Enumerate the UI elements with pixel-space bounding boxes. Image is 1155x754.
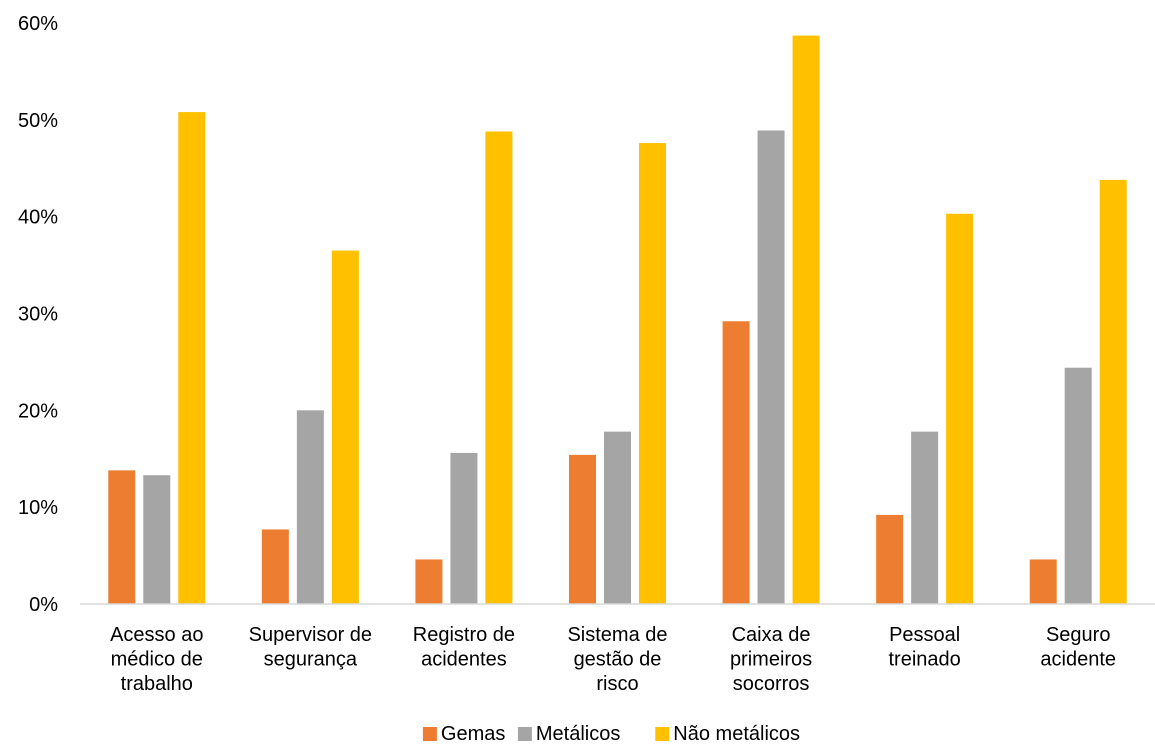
legend-swatch: [517, 727, 532, 741]
bar-n-o-met-licos: [485, 131, 513, 604]
bar-met-licos: [604, 431, 631, 604]
bar-gemas: [569, 454, 596, 604]
bar-gemas: [261, 529, 289, 604]
x-category-label: Caixa de primeiros socorros: [730, 624, 812, 695]
bars-group: [108, 35, 1127, 605]
legend-item-n-o-met-licos: Não metálicos: [655, 723, 800, 745]
bar-met-licos: [450, 452, 478, 604]
y-axis-tick-labels: 0% 10% 20% 30% 40% 50% 60%: [18, 13, 58, 616]
legend-swatch: [655, 727, 670, 741]
bar-met-licos: [1064, 367, 1092, 604]
bar-n-o-met-licos: [792, 35, 820, 605]
x-category-label: Sistema de gestão de risco: [567, 624, 667, 695]
x-axis-category-labels: Acesso ao médico de trabalho Supervisor de s…: [110, 624, 1116, 695]
y-tick-label: 30%: [18, 304, 58, 326]
y-tick-label: 60%: [18, 13, 58, 35]
x-category-label: Acesso ao médico de trabalho: [110, 624, 203, 695]
bar-gemas: [876, 514, 904, 604]
y-tick-label: 10%: [18, 497, 58, 519]
bar-n-o-met-licos: [946, 213, 974, 605]
x-category-label: Pessoal treinado: [889, 624, 961, 671]
bar-n-o-met-licos: [331, 250, 359, 604]
bar-met-licos: [757, 130, 785, 605]
legend-item-gemas: Gemas: [422, 723, 505, 745]
bar-gemas: [415, 559, 443, 604]
bar-gemas: [722, 321, 750, 604]
y-tick-label: 50%: [18, 110, 58, 132]
legend-label: Metálicos: [536, 723, 620, 745]
x-category-label: Registro de acidentes: [413, 624, 515, 671]
bar-n-o-met-licos: [1099, 179, 1127, 604]
x-category-label: Supervisor de segurança: [249, 624, 372, 671]
legend-label: Gemas: [441, 723, 505, 745]
bar-n-o-met-licos: [639, 143, 666, 604]
bar-gemas: [1029, 559, 1057, 604]
y-tick-label: 20%: [18, 400, 58, 422]
bar-met-licos: [296, 410, 324, 604]
legend-swatch: [422, 727, 437, 741]
legend-label: Não metálicos: [673, 723, 800, 745]
bar-n-o-met-licos: [178, 112, 206, 604]
legend-item-met-licos: Metálicos: [517, 723, 620, 745]
y-tick-label: 0%: [29, 594, 58, 616]
legend: Gemas Metálicos Não metálicos: [422, 723, 800, 745]
x-category-label: Seguro acidente: [1040, 624, 1116, 671]
y-tick-label: 40%: [18, 207, 58, 229]
bar-met-licos: [911, 431, 939, 604]
bar-met-licos: [143, 475, 171, 604]
bar-gemas: [108, 470, 136, 604]
